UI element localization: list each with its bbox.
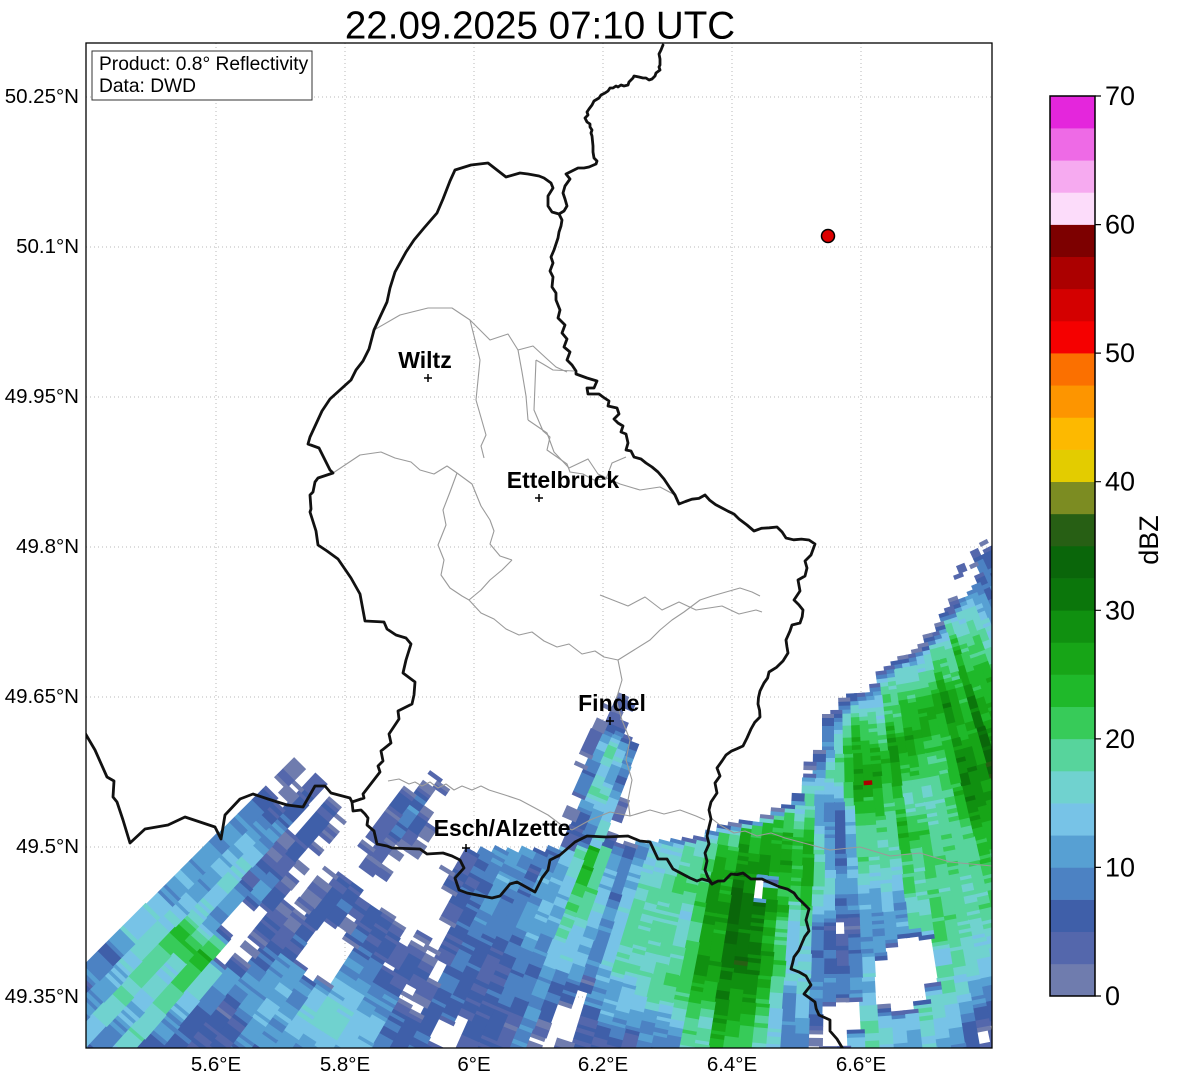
svg-text:49.8°N: 49.8°N (16, 535, 79, 558)
svg-text:6.2°E: 6.2°E (578, 1053, 628, 1076)
svg-text:Findel: Findel (578, 690, 646, 716)
svg-text:10: 10 (1105, 852, 1135, 882)
svg-text:49.65°N: 49.65°N (5, 685, 79, 708)
svg-text:5.6°E: 5.6°E (191, 1053, 241, 1076)
svg-text:6.6°E: 6.6°E (836, 1053, 886, 1076)
svg-text:Esch/Alzette: Esch/Alzette (434, 815, 571, 841)
svg-text:70: 70 (1105, 81, 1135, 111)
svg-text:6.4°E: 6.4°E (707, 1053, 757, 1076)
svg-text:20: 20 (1105, 724, 1135, 754)
svg-text:Ettelbruck: Ettelbruck (507, 467, 620, 493)
svg-text:22.09.2025 07:10 UTC: 22.09.2025 07:10 UTC (345, 5, 735, 48)
svg-text:6°E: 6°E (457, 1053, 490, 1076)
svg-text:50.25°N: 50.25°N (5, 85, 79, 108)
svg-text:50.1°N: 50.1°N (16, 235, 79, 258)
svg-text:Data: DWD: Data: DWD (99, 76, 196, 97)
svg-text:49.35°N: 49.35°N (5, 985, 79, 1008)
svg-text:dBZ: dBZ (1134, 515, 1164, 565)
svg-text:Wiltz: Wiltz (398, 347, 451, 373)
svg-text:0: 0 (1105, 981, 1120, 1011)
svg-text:50: 50 (1105, 338, 1135, 368)
svg-text:5.8°E: 5.8°E (320, 1053, 370, 1076)
svg-text:Product: 0.8° Reflectivity: Product: 0.8° Reflectivity (99, 54, 309, 75)
svg-text:49.5°N: 49.5°N (16, 835, 79, 858)
svg-text:60: 60 (1105, 210, 1135, 240)
svg-text:49.95°N: 49.95°N (5, 385, 79, 408)
svg-text:30: 30 (1105, 595, 1135, 625)
svg-text:40: 40 (1105, 467, 1135, 497)
